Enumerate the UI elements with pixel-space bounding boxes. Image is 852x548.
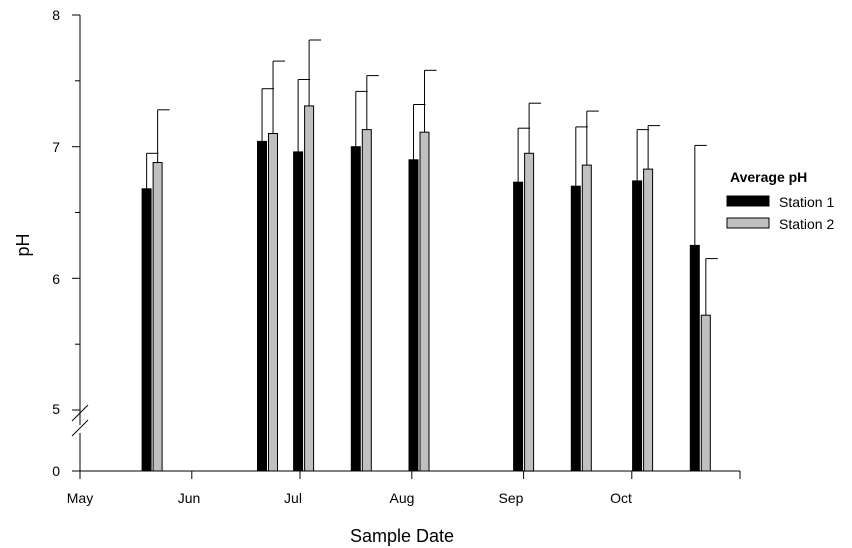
bar-station-1-2009-08-03 bbox=[408, 159, 419, 472]
legend-swatch-station-1 bbox=[726, 195, 770, 207]
error-bar-station-2-2009-07-18 bbox=[366, 75, 379, 130]
bar-station-1-2009-09-01 bbox=[513, 181, 524, 472]
error-bar-station-2-2009-09-17 bbox=[586, 110, 599, 166]
error-bar-station-2-2009-05-21 bbox=[157, 109, 170, 163]
x-tick-label-oct: Oct bbox=[610, 490, 632, 506]
x-tick-label-jun: Jun bbox=[178, 490, 201, 506]
bar-station-2-2009-08-03 bbox=[419, 131, 430, 472]
bar-station-2-2009-07-02 bbox=[304, 105, 315, 472]
y-tick-label-0: 0 bbox=[52, 463, 60, 479]
bar-station-1-2009-07-18 bbox=[350, 146, 361, 472]
bar-station-2-2009-06-22 bbox=[268, 133, 278, 472]
error-bar-station-1-2009-07-02 bbox=[297, 79, 311, 152]
axis-break-mark-lower bbox=[71, 419, 89, 437]
bar-station-1-2009-10-20 bbox=[689, 244, 700, 472]
x-axis-title: Sample Date bbox=[350, 526, 454, 546]
legend-swatch-station-2 bbox=[726, 217, 770, 229]
y-tick-label-5: 5 bbox=[52, 401, 60, 417]
error-bar-station-1-2009-09-01 bbox=[517, 127, 531, 183]
bars-layer bbox=[141, 105, 711, 472]
error-bar-station-2-2009-06-22 bbox=[272, 60, 285, 134]
x-tick-label-jul: Jul bbox=[284, 490, 302, 506]
y-axis-title: pH bbox=[13, 233, 33, 256]
bar-station-2-2009-07-18 bbox=[361, 129, 372, 472]
bar-station-1-2009-07-02 bbox=[293, 151, 304, 472]
y-tick-label-6: 6 bbox=[52, 271, 60, 287]
error-bar-station-2-2009-07-02 bbox=[308, 39, 322, 106]
x-tick-label-sep: Sep bbox=[499, 490, 524, 506]
bar-station-2-2009-10-20 bbox=[700, 314, 711, 472]
y-tick-label-7: 7 bbox=[52, 139, 60, 155]
bar-station-1-2009-05-21 bbox=[141, 188, 152, 472]
bar-station-2-2009-09-01 bbox=[524, 152, 535, 472]
bar-station-1-2009-09-17 bbox=[570, 185, 581, 472]
error-bar-station-2-2009-10-20 bbox=[705, 258, 718, 316]
error-bar-station-1-2009-08-03 bbox=[413, 104, 426, 160]
error-bar-station-2-2009-08-03 bbox=[424, 69, 437, 133]
error-bar-station-1-2009-10-20 bbox=[694, 144, 707, 246]
error-bar-station-1-2009-05-21 bbox=[146, 152, 159, 189]
error-bar-station-1-2009-06-22 bbox=[261, 88, 274, 142]
legend-label-station-1: Station 1 bbox=[779, 194, 834, 210]
x-axis-ticks bbox=[79, 471, 741, 479]
bar-station-1-2009-06-22 bbox=[257, 140, 267, 472]
error-bar-station-1-2009-10-04 bbox=[636, 129, 650, 181]
bar-station-2-2009-09-17 bbox=[581, 164, 592, 472]
bar-station-2-2009-10-04 bbox=[643, 168, 654, 472]
y-tick-label-8: 8 bbox=[52, 7, 60, 23]
error-bar-station-1-2009-09-17 bbox=[575, 126, 588, 187]
error-bar-station-1-2009-07-18 bbox=[355, 90, 368, 147]
bar-station-2-2009-05-21 bbox=[152, 162, 163, 472]
error-bar-station-2-2009-09-01 bbox=[528, 102, 542, 154]
axis-break-mark-upper bbox=[71, 404, 89, 422]
x-tick-label-aug: Aug bbox=[390, 490, 415, 506]
bar-station-1-2009-10-04 bbox=[632, 180, 643, 472]
error-bars-layer bbox=[146, 39, 718, 316]
legend-label-station-2: Station 2 bbox=[779, 216, 834, 232]
legend-title: Average pH bbox=[730, 169, 807, 185]
x-tick-label-may: May bbox=[67, 490, 93, 506]
y-axis-ticks bbox=[72, 14, 80, 472]
error-bar-station-2-2009-10-04 bbox=[647, 125, 661, 170]
